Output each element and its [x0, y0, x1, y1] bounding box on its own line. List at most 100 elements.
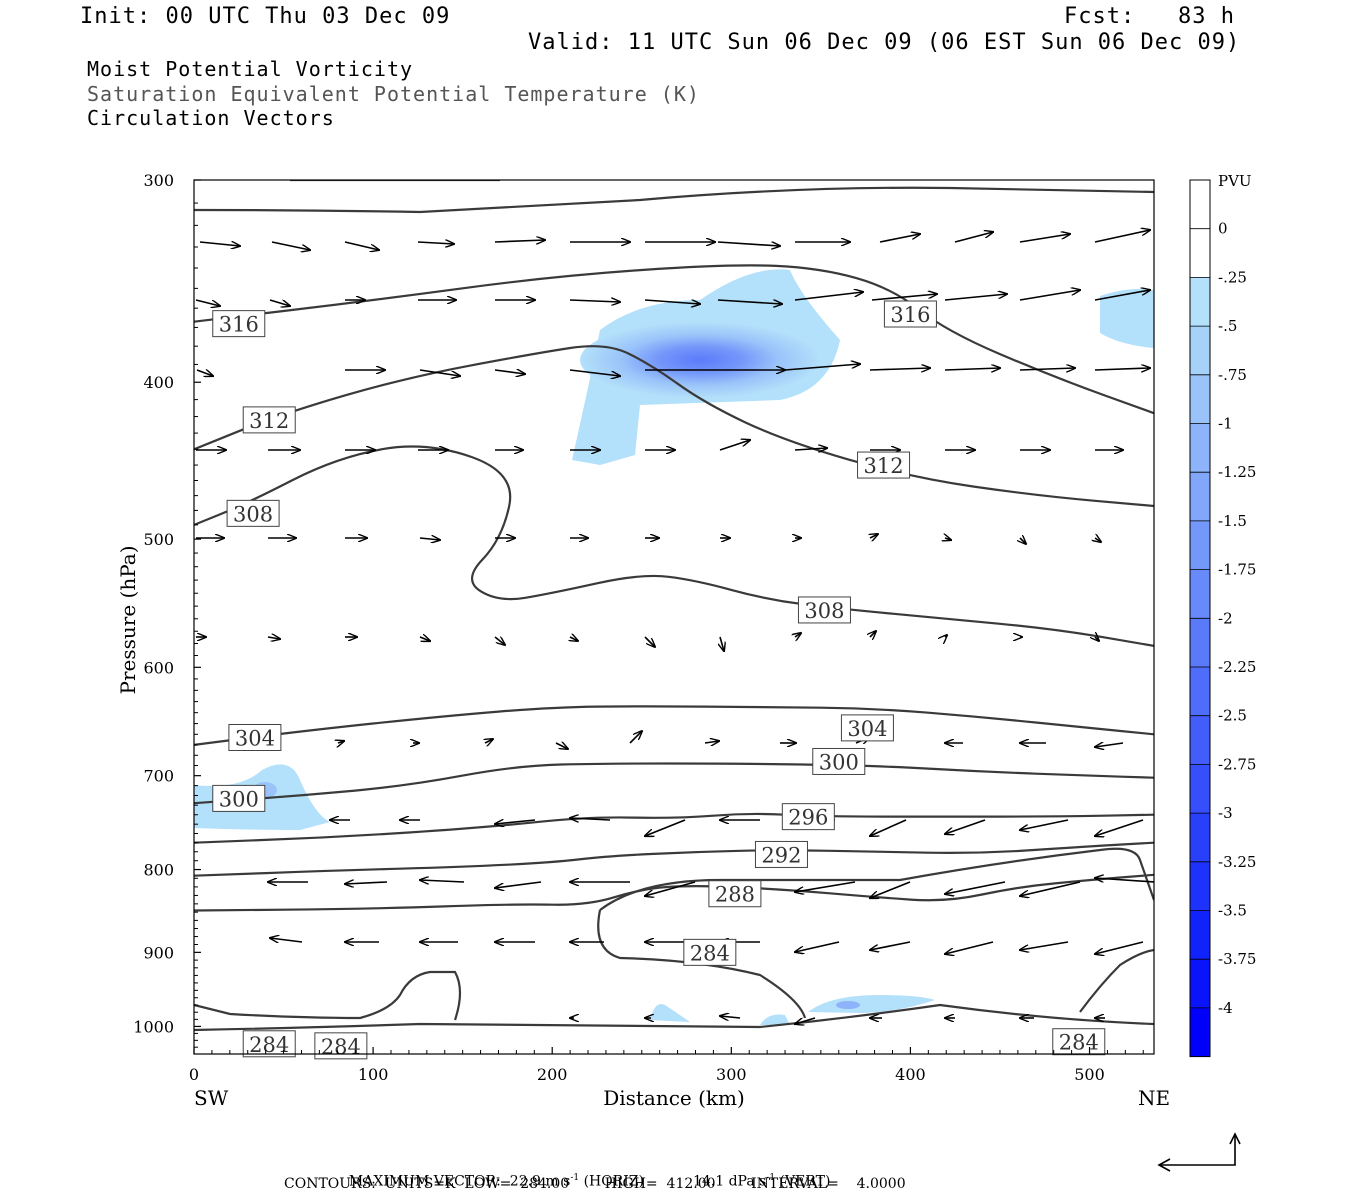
colorbar-label: -1 — [1218, 415, 1233, 433]
contour-300 — [194, 762, 1154, 805]
circulation-vector — [1095, 538, 1101, 542]
colorbar-swatch — [1190, 520, 1210, 570]
contour-label: 308 — [233, 502, 273, 526]
circulation-vector — [419, 637, 430, 641]
contour-label-box — [1052, 1028, 1106, 1056]
y-tick-label: 600 — [143, 658, 174, 677]
circulation-vector — [645, 819, 686, 836]
circulation-vector — [644, 299, 700, 304]
circulation-vector — [494, 370, 525, 374]
contour-284-right — [1079, 948, 1154, 1013]
circulation-vector — [704, 741, 719, 743]
theta-contours-lower — [194, 180, 1154, 1032]
circulation-vector — [1095, 743, 1124, 747]
contour-284-loop — [599, 847, 1154, 911]
colorbar-label: -2.5 — [1218, 707, 1247, 725]
circulation-vector — [417, 242, 454, 244]
circulation-vector — [1019, 368, 1075, 370]
contour-292 — [194, 841, 1154, 877]
circulation-vector — [1020, 881, 1081, 896]
colorbar-label: -2 — [1218, 609, 1233, 627]
x-tick-label: 300 — [716, 1065, 747, 1084]
contour-284-bump — [194, 970, 462, 1021]
circulation-vector — [271, 241, 310, 250]
colorbar-swatch — [1190, 618, 1210, 667]
circulation-vector — [270, 938, 303, 942]
contour-label-box — [797, 596, 851, 624]
circulation-vector — [555, 743, 568, 749]
circulation-vector — [644, 636, 655, 647]
y-tick-label: 500 — [143, 530, 174, 549]
y-tick-label: 900 — [143, 943, 174, 962]
x-tick-label: 500 — [1074, 1065, 1105, 1084]
circulation-vector — [795, 881, 856, 892]
contour-label: 312 — [249, 409, 289, 433]
circulation-vector — [1019, 290, 1080, 301]
circulation-vector — [1020, 538, 1026, 544]
circulation-vector — [494, 637, 505, 645]
pv-core-upper — [580, 322, 820, 398]
contour-label-box — [781, 803, 835, 831]
circulation-vector — [495, 820, 536, 824]
colorbar-label: -3.25 — [1218, 853, 1256, 871]
contour-label-box — [226, 499, 280, 527]
contour-label-box — [242, 406, 296, 434]
field-title-vectors: Circulation Vectors — [87, 106, 335, 130]
circulation-vector — [945, 819, 986, 834]
circulation-vector — [870, 941, 911, 950]
header-init: Init: 00 UTC Thu 03 Dec 09 — [80, 4, 451, 29]
max-vert-value: 14.1 dPa s — [692, 1173, 767, 1190]
colorbar-label: -.75 — [1218, 366, 1247, 384]
max-vert-unit: (VERT) — [779, 1173, 831, 1190]
circulation-vector — [494, 240, 545, 242]
circulation-vector — [870, 534, 878, 538]
colorbar-swatch — [1190, 228, 1210, 278]
colorbar-swatch — [1190, 667, 1210, 716]
pv-shading — [194, 269, 1154, 1025]
circulation-vector — [954, 232, 993, 243]
colorbar-label: -4 — [1218, 999, 1233, 1017]
colorbar-swatch — [1190, 959, 1210, 1008]
circulation-vector — [944, 294, 1007, 301]
contour-296 — [194, 812, 1154, 844]
colorbar-swatch — [1190, 1007, 1210, 1057]
contour-label: 284 — [1059, 1031, 1099, 1055]
pv-region-small2 — [760, 1014, 790, 1025]
colorbar-swatch — [1190, 813, 1210, 862]
circulation-vector — [338, 741, 344, 743]
colorbar-swatch — [1190, 180, 1210, 229]
colorbar-swatch — [1190, 472, 1210, 521]
field-title-mpv: Moist Potential Vorticity — [87, 57, 414, 81]
contour-284-surface — [194, 1003, 1154, 1032]
colorbar-label: -1.75 — [1218, 561, 1256, 579]
circulation-vector — [1019, 234, 1070, 243]
circulation-vector — [1095, 819, 1144, 836]
circulation-vector — [269, 299, 290, 306]
circulation-vector — [569, 300, 620, 302]
header-fcst: Fcst: 83 h — [1064, 4, 1235, 29]
contour-label-box — [840, 714, 894, 742]
reference-vector — [1157, 1132, 1241, 1172]
x-tick-label: 200 — [537, 1065, 568, 1084]
circulation-vector — [719, 440, 750, 451]
colorbar: 0 -.25 -.5 -.75 -1 -1.25 -1.5 -1.75 -2 -2.25 -2.5 -… — [1189, 179, 1256, 1058]
colorbar-swatch — [1190, 374, 1210, 424]
header-valid: Valid: 11 UTC Sun 06 Dec 09 (06 EST Sun … — [528, 30, 1241, 55]
contour-label: 292 — [761, 843, 801, 867]
circulation-vector — [717, 241, 780, 246]
circulation-vector — [485, 739, 493, 743]
colorbar-swatch — [1190, 861, 1210, 911]
contour-label: 288 — [715, 883, 755, 907]
circulation-vector — [945, 635, 947, 637]
pv-region-surface — [808, 995, 935, 1013]
circulation-vector — [720, 1016, 741, 1018]
y-tick-label: 400 — [143, 373, 174, 392]
pv-region-small1 — [650, 1004, 690, 1022]
circulation-vector — [944, 368, 1000, 370]
contour-label: 300 — [819, 750, 859, 774]
circulation-vector — [794, 448, 827, 450]
circulation-vector — [1094, 368, 1150, 370]
circulation-vector — [419, 369, 460, 376]
circulation-vector — [196, 370, 213, 376]
